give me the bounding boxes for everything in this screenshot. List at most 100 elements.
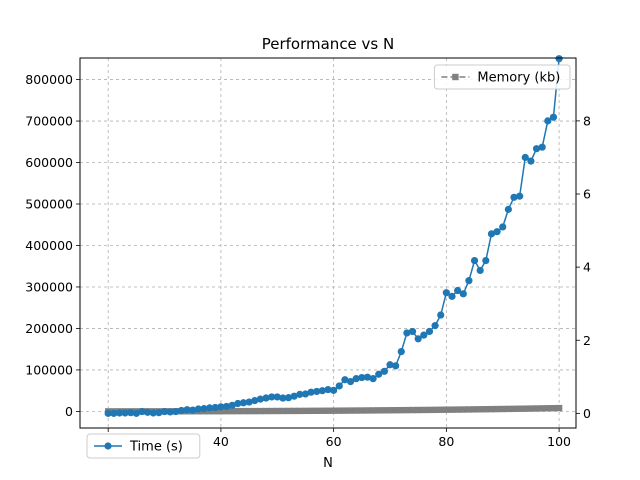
tick-layer: 40 60 80 1000100000200000300000400000500000… bbox=[25, 72, 591, 449]
time-point bbox=[482, 256, 490, 265]
time-point bbox=[273, 393, 281, 401]
memory-point bbox=[420, 406, 428, 414]
time-point bbox=[346, 377, 355, 386]
time-point bbox=[454, 286, 462, 295]
series-layer bbox=[104, 55, 563, 417]
memory-point bbox=[262, 407, 270, 415]
legend-box bbox=[433, 64, 571, 90]
y-left-tick-label: 600000 bbox=[25, 155, 73, 170]
time-point bbox=[318, 387, 326, 395]
memory-point bbox=[403, 406, 411, 414]
time-point bbox=[397, 347, 405, 356]
memory-point bbox=[544, 405, 552, 412]
time-point bbox=[487, 230, 496, 238]
memory-point bbox=[307, 407, 315, 415]
y-right-tick-label: 6 bbox=[583, 187, 591, 202]
memory-point bbox=[516, 405, 523, 412]
memory-point bbox=[426, 406, 433, 414]
memory-point bbox=[245, 407, 253, 415]
time-point bbox=[403, 329, 411, 337]
time-point bbox=[516, 192, 524, 200]
time-point bbox=[448, 292, 456, 300]
memory-point bbox=[454, 406, 461, 413]
time-point bbox=[194, 405, 202, 413]
memory-point bbox=[460, 406, 467, 413]
time-point bbox=[138, 407, 146, 416]
memory-point bbox=[392, 407, 399, 414]
time-point bbox=[544, 117, 552, 125]
memory-point bbox=[538, 405, 546, 412]
legend-label: Time (s) bbox=[129, 440, 183, 455]
memory-point bbox=[212, 408, 219, 415]
chart-title: Performance vs N bbox=[262, 35, 395, 53]
time-point bbox=[211, 403, 219, 412]
memory-point bbox=[398, 406, 405, 414]
legend-label: Memory (kb) bbox=[477, 71, 560, 86]
memory-point bbox=[386, 407, 394, 414]
memory-point bbox=[522, 405, 529, 412]
time-point bbox=[149, 409, 157, 417]
memory-point bbox=[550, 404, 557, 412]
y-left-tick-label: 200000 bbox=[25, 321, 73, 336]
memory-point bbox=[533, 405, 540, 412]
memory-point bbox=[510, 405, 518, 413]
memory-point bbox=[234, 407, 242, 415]
y-right-tick-label: 4 bbox=[583, 260, 591, 275]
y-left-tick-label: 300000 bbox=[25, 279, 73, 294]
memory-point bbox=[448, 406, 456, 413]
time-point bbox=[408, 327, 417, 336]
time-point bbox=[239, 399, 248, 407]
memory-point bbox=[358, 407, 366, 414]
memory-point bbox=[409, 406, 416, 414]
time-point bbox=[335, 382, 343, 390]
time-point bbox=[386, 361, 394, 369]
time-point bbox=[493, 228, 501, 236]
x-axis-label: N bbox=[323, 456, 333, 471]
time-point bbox=[284, 394, 293, 402]
time-point bbox=[324, 386, 332, 394]
memory-point bbox=[505, 405, 512, 413]
time-point bbox=[144, 408, 152, 416]
time-point bbox=[177, 406, 186, 415]
legend-marker bbox=[104, 442, 112, 450]
legend-box bbox=[86, 433, 201, 459]
time-point bbox=[268, 393, 276, 401]
memory-point bbox=[493, 405, 501, 413]
memory-point bbox=[471, 406, 478, 413]
time-point bbox=[352, 375, 360, 383]
time-point bbox=[470, 256, 479, 265]
time-point bbox=[330, 386, 338, 394]
plot-frame bbox=[79, 57, 577, 429]
time-point bbox=[510, 193, 518, 201]
time-point bbox=[172, 407, 180, 416]
memory-point bbox=[369, 407, 377, 414]
memory-point bbox=[437, 406, 444, 413]
time-point bbox=[431, 322, 439, 330]
memory-point bbox=[279, 407, 287, 415]
time-point bbox=[251, 396, 259, 405]
time-point bbox=[527, 157, 535, 165]
x-tick-label: 100 bbox=[547, 434, 571, 449]
time-point bbox=[222, 402, 231, 411]
memory-point bbox=[476, 406, 484, 413]
memory-point bbox=[240, 407, 247, 415]
memory-point bbox=[364, 407, 371, 414]
y-left-tick-label: 700000 bbox=[25, 114, 73, 129]
time-point bbox=[262, 394, 270, 402]
time-point bbox=[363, 373, 372, 381]
y-left-tick-label: 500000 bbox=[25, 197, 73, 212]
time-point bbox=[166, 408, 174, 416]
memory-point bbox=[488, 405, 495, 413]
memory-point bbox=[228, 407, 236, 415]
memory-point bbox=[341, 407, 349, 414]
memory-point bbox=[375, 407, 382, 414]
memory-point bbox=[296, 407, 304, 415]
time-point bbox=[290, 392, 298, 400]
x-tick-label: 60 bbox=[326, 434, 342, 449]
time-point bbox=[380, 367, 388, 375]
y-left-tick-label: 800000 bbox=[25, 72, 73, 87]
time-point bbox=[301, 390, 310, 398]
time-point bbox=[104, 409, 112, 417]
time-point bbox=[245, 398, 253, 406]
memory-point bbox=[257, 407, 264, 415]
